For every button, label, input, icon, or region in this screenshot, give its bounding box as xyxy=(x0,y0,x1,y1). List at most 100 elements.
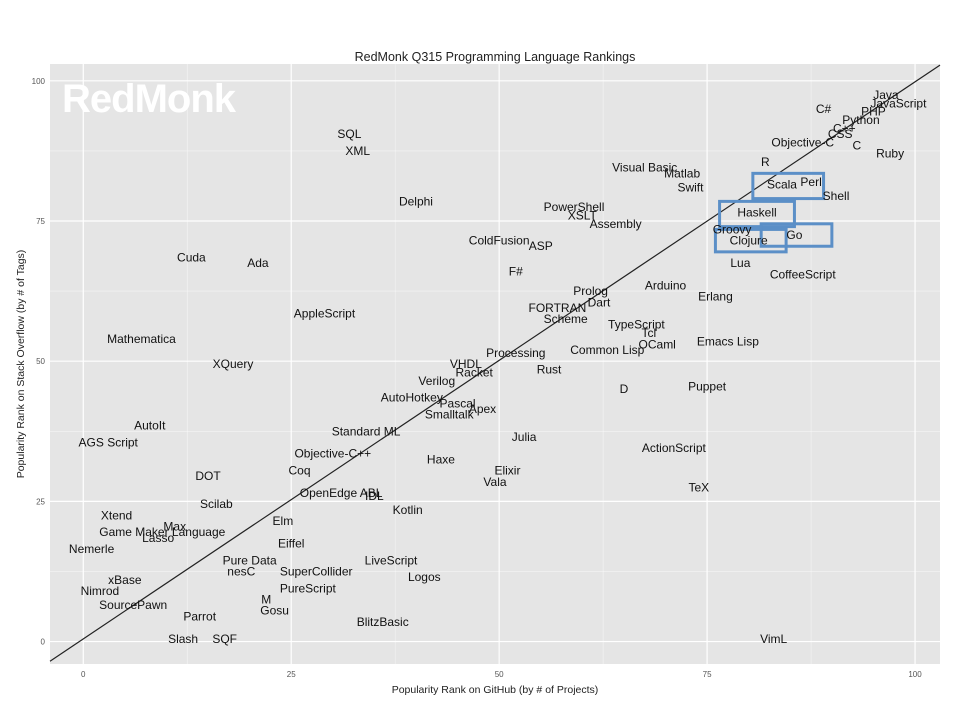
highlight-box xyxy=(751,171,826,201)
language-label: Elm xyxy=(273,514,294,528)
language-label: Lasso xyxy=(142,531,174,545)
highlight-boxes xyxy=(713,171,834,254)
language-label: Objective-C++ xyxy=(294,447,371,461)
language-label: CSS xyxy=(828,127,853,141)
x-tick-label: 25 xyxy=(287,670,296,679)
language-label: AutoHotkey xyxy=(381,391,443,405)
language-label: Haskell xyxy=(737,206,776,220)
language-label: Prolog xyxy=(573,284,608,298)
language-label: IDL xyxy=(365,489,384,503)
highlight-box xyxy=(759,222,834,248)
language-label: Scala xyxy=(767,178,797,192)
language-label: Shell xyxy=(823,189,850,203)
language-label: Dart xyxy=(588,295,611,309)
highlight-box xyxy=(718,199,796,229)
language-label: Game Maker Language xyxy=(99,525,225,539)
language-label: XML xyxy=(345,144,370,158)
language-label: nesC xyxy=(227,564,255,578)
language-label: Apex xyxy=(469,402,496,416)
language-label: Standard ML xyxy=(332,424,401,438)
language-label: M xyxy=(261,593,271,607)
language-label: Vala xyxy=(483,475,506,489)
language-label: XQuery xyxy=(213,357,254,371)
x-tick-label: 100 xyxy=(908,670,922,679)
language-label: Visual Basic xyxy=(612,161,677,175)
language-label: Cuda xyxy=(177,250,206,264)
language-label: Common Lisp xyxy=(570,343,644,357)
x-axis: 0 25 50 75 100 xyxy=(81,670,922,679)
redmonk-logo: RedMonk xyxy=(62,77,237,121)
language-label: DOT xyxy=(195,469,221,483)
language-label: Ruby xyxy=(876,147,904,161)
language-label: Max xyxy=(163,520,186,534)
language-label: PureScript xyxy=(280,581,337,595)
language-label: Assembly xyxy=(590,217,642,231)
language-label: XSLT xyxy=(568,208,598,222)
language-label: Nimrod xyxy=(81,584,120,598)
language-label: Ada xyxy=(247,256,269,270)
highlight-box xyxy=(713,227,788,254)
language-label: Gosu xyxy=(260,604,289,618)
y-tick-label: 75 xyxy=(36,217,45,226)
language-label: JavaScript xyxy=(870,96,927,110)
language-label: F# xyxy=(509,264,523,278)
language-label: Nemerle xyxy=(69,542,115,556)
language-label: C xyxy=(852,138,861,152)
language-label: D xyxy=(620,382,629,396)
language-label: Python xyxy=(842,113,879,127)
language-label: Rust xyxy=(537,363,562,377)
language-label: Racket xyxy=(456,365,494,379)
language-label: Scilab xyxy=(200,497,233,511)
language-label: PowerShell xyxy=(544,200,605,214)
language-label: Pure Data xyxy=(223,553,277,567)
language-label: Smalltalk xyxy=(425,407,475,421)
language-label: Haxe xyxy=(427,452,455,466)
language-label: Slash xyxy=(168,632,198,646)
language-label: OCaml xyxy=(639,337,676,351)
language-label: Tcl xyxy=(642,326,657,340)
language-label: Emacs Lisp xyxy=(697,335,759,349)
language-label: BlitzBasic xyxy=(357,615,409,629)
language-label: Matlab xyxy=(664,166,700,180)
language-label: Mathematica xyxy=(107,332,176,346)
x-axis-label: Popularity Rank on GitHub (by # of Proje… xyxy=(392,684,599,696)
y-tick-label: 50 xyxy=(36,357,45,366)
x-tick-label: 50 xyxy=(495,670,504,679)
language-label: SuperCollider xyxy=(280,564,353,578)
language-label: Arduino xyxy=(645,278,687,292)
language-label: Swift xyxy=(677,180,704,194)
language-label: VHDL xyxy=(450,357,482,371)
language-label: ActionScript xyxy=(642,441,707,455)
language-label: FORTRAN xyxy=(528,301,586,315)
language-label: TeX xyxy=(688,480,709,494)
language-label: Logos xyxy=(408,570,441,584)
language-label: Parrot xyxy=(183,609,216,623)
language-label: Java xyxy=(873,88,899,102)
language-label: Verilog xyxy=(418,374,455,388)
language-label: Delphi xyxy=(399,194,433,208)
language-label: OpenEdge ABL xyxy=(300,486,383,500)
language-label: LiveScript xyxy=(365,553,418,567)
x-tick-label: 75 xyxy=(703,670,712,679)
language-label: VimL xyxy=(760,632,787,646)
language-label: Clojure xyxy=(730,234,768,248)
trend-line xyxy=(49,64,941,662)
language-label: Scheme xyxy=(544,312,588,326)
language-label: AGS Script xyxy=(79,436,139,450)
grid xyxy=(50,64,940,664)
language-label: ASP xyxy=(529,239,553,253)
language-label: Eiffel xyxy=(278,536,304,550)
language-label: Lua xyxy=(730,256,750,270)
language-label: AutoIt xyxy=(134,419,166,433)
language-label: Groovy xyxy=(713,222,752,236)
x-tick-label: 0 xyxy=(81,670,86,679)
language-label: AppleScript xyxy=(294,307,356,321)
plot-area: RedMonk JavaJavaScriptPHPPythonC#C++CSSC… xyxy=(49,64,941,664)
language-label: xBase xyxy=(108,573,142,587)
language-label: Xtend xyxy=(101,508,132,522)
language-label: R xyxy=(761,155,770,169)
language-label: C++ xyxy=(833,121,856,135)
language-label: CoffeeScript xyxy=(770,267,836,281)
language-label: Objective-C xyxy=(771,136,834,150)
